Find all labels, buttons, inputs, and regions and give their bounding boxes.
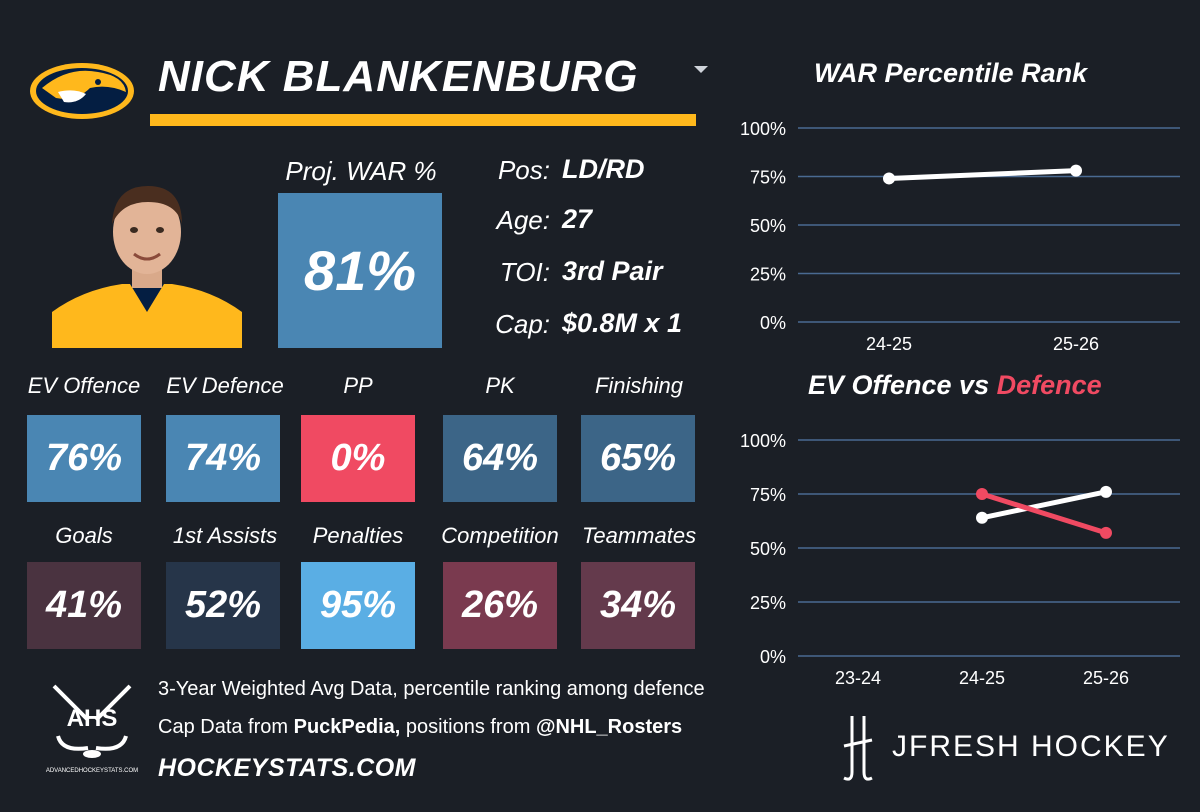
puckpedia-credit: PuckPedia, [293, 716, 401, 738]
pk-box: 64% [443, 415, 557, 502]
proj-war-label: Proj. WAR % [285, 156, 437, 186]
competition-label: Competition [441, 523, 559, 548]
chart1-ytick-label: 0% [760, 313, 786, 333]
footer-text-a: Cap Data from [158, 716, 294, 738]
ev-offence-label: EV Offence [27, 373, 141, 398]
ev-defence-box: 74% [166, 415, 280, 502]
proj-war-box: 81% [278, 193, 442, 348]
title-underline [150, 114, 696, 126]
chart2-series-1-line [981, 491, 1107, 536]
chart2-ytick-label: 50% [750, 539, 786, 559]
pp-box: 0% [301, 415, 415, 502]
goals-box: 41% [27, 562, 141, 649]
first-assists-value: 52% [184, 584, 262, 626]
toi-label: TOI: [499, 257, 550, 287]
pk-value: 64% [461, 437, 539, 479]
chart2-xtick-label: 24-25 [959, 668, 1005, 688]
footer-line-1: 3-Year Weighted Avg Data, percentile ran… [158, 678, 705, 700]
finishing-box: 65% [581, 415, 695, 502]
war-percentile-chart: 100% 75% 50% 25% 0% 24-25 25-26 [740, 119, 1180, 354]
pp-value: 0% [330, 437, 386, 479]
ahs-logo: AHS ADVANCEDHOCKEYSTATS.COM [44, 680, 140, 776]
ev-offence-defence-chart: 100% 75% 50% 25% 0% 23-24 24-25 25-26 [740, 431, 1180, 688]
toi-value: 3rd Pair [562, 256, 663, 286]
chart1-ytick-label: 100% [740, 119, 786, 139]
chart2-series-0-point [976, 511, 988, 524]
team-logo [28, 58, 136, 124]
ev-offence-box: 76% [27, 415, 141, 502]
finishing-label: Finishing [594, 373, 684, 398]
penalties-value: 95% [319, 584, 397, 626]
chart2-series-1-point [1100, 526, 1112, 539]
chart1-series-0-point [883, 172, 895, 185]
goals-value: 41% [45, 584, 123, 626]
chart2-xtick-label: 25-26 [1083, 668, 1129, 688]
chart1-series-0-line [888, 168, 1077, 181]
ev-offence-value: 76% [45, 437, 123, 479]
chevron-down-icon[interactable] [694, 66, 708, 73]
chart2-ytick-label: 75% [750, 485, 786, 505]
teammates-box: 34% [581, 562, 695, 649]
ahs-logo-subtext: ADVANCEDHOCKEYSTATS.COM [46, 768, 138, 774]
chart1-xtick-label: 24-25 [866, 334, 912, 354]
nhl-rosters-credit: @NHL_Rosters [535, 716, 683, 738]
cap-label: Cap: [495, 309, 550, 339]
chart1-xtick-label: 25-26 [1053, 334, 1099, 354]
first-assists-label: 1st Assists [172, 523, 278, 548]
proj-war-value: 81% [303, 239, 417, 302]
footer-text-c: positions from [400, 716, 536, 738]
chart2-series-0-line [981, 489, 1107, 521]
teammates-value: 34% [599, 584, 677, 626]
ahs-logo-text: AHS [67, 705, 118, 732]
chart2-ytick-label: 25% [750, 593, 786, 613]
chart1-ytick-label: 25% [750, 265, 786, 285]
pp-label: PP [343, 373, 373, 398]
player-headshot [52, 172, 242, 348]
jfresh-brand: JFRESH HOCKEY [892, 730, 1170, 763]
jfresh-icon [843, 716, 873, 781]
chart2-title-offence: EV Offence vs [808, 370, 997, 400]
chart2-ytick-label: 100% [740, 431, 786, 451]
penalties-label: Penalties [312, 523, 404, 548]
cap-value: $0.8M x 1 [562, 308, 683, 338]
pk-label: PK [485, 373, 515, 398]
ev-defence-value: 74% [184, 437, 262, 479]
pos-label: Pos: [497, 155, 550, 185]
chart2-title: EV Offence vs Defence [808, 370, 1102, 401]
chart1-title: WAR Percentile Rank [814, 58, 1088, 88]
pos-value: LD/RD [562, 154, 645, 184]
competition-value: 26% [461, 584, 539, 626]
site-link[interactable]: HOCKEYSTATS.COM [158, 754, 416, 782]
teammates-label: Teammates [581, 523, 697, 548]
first-assists-box: 52% [166, 562, 280, 649]
competition-box: 26% [443, 562, 557, 649]
chart1-ytick-label: 50% [750, 216, 786, 236]
chart1-ytick-label: 75% [750, 168, 786, 188]
age-label: Age: [496, 205, 551, 235]
chart2-title-defence: Defence [996, 370, 1102, 400]
chart1-series-0-point [1070, 164, 1082, 177]
age-value: 27 [562, 204, 593, 234]
ev-defence-label: EV Defence [166, 373, 284, 398]
player-name: NICK BLANKENBURG [158, 52, 639, 101]
chart2-series-0-point [1100, 485, 1112, 498]
chart2-series-1-point [976, 488, 988, 500]
finishing-value: 65% [599, 437, 677, 479]
penalties-box: 95% [301, 562, 415, 649]
chart2-xtick-label: 23-24 [835, 668, 881, 688]
footer-line-2: Cap Data from PuckPedia, positions from … [158, 716, 682, 739]
goals-label: Goals [55, 523, 113, 548]
chart2-ytick-label: 0% [760, 647, 786, 667]
